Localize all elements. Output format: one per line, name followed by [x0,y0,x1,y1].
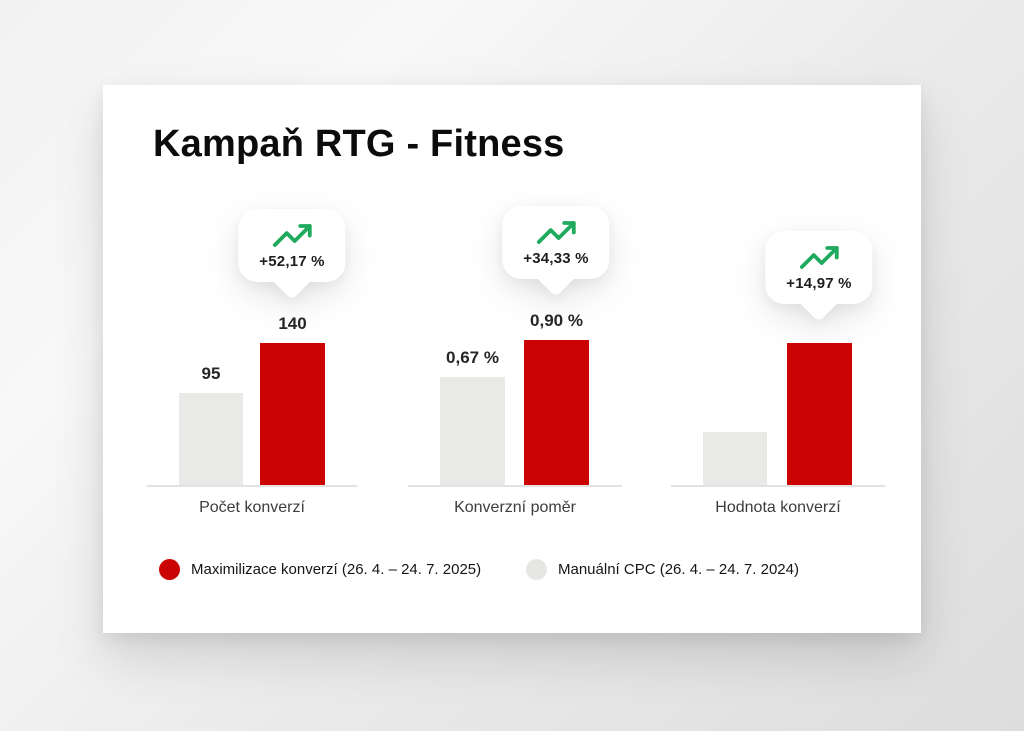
bar-maximalizace-pomer: 0,90 % [524,311,589,485]
bar-value-label: 0,90 % [530,311,583,330]
change-badge-pocet-konverzi: +52,17 % [238,209,346,301]
bar-value-label: 140 [278,314,307,333]
badge-value: +52,17 % [259,253,325,270]
bar-maximalizace-hodnota [787,343,852,485]
trending-up-icon [799,246,839,269]
bar-manual-cpc-pomer: 0,67 % [440,348,505,485]
category-label-hodnota-konverzi: Hodnota konverzí [715,499,841,516]
legend-label: Maximilizace konverzí (26. 4. – 24. 7. 2… [191,561,482,578]
trending-up-icon [272,224,312,247]
bar-value-label: 0,67 % [446,348,499,367]
legend-label: Manuální CPC (26. 4. – 24. 7. 2024) [558,561,799,578]
badge-body: +14,97 % [765,231,873,304]
badge-body: +52,17 % [238,209,346,282]
legend-dot-gray [526,559,547,580]
bar-manual-cpc-hodnota [703,432,767,485]
badge-value: +14,97 % [786,275,852,292]
baseline-pocet-konverzi [147,485,357,487]
baseline-konverzni-pomer [408,485,622,487]
report-card: Kampaň RTG - Fitness +52,17 % +34,33 % +… [103,85,921,633]
badge-body: +34,33 % [502,206,610,279]
category-label-pocet-konverzi: Počet konverzí [199,499,305,516]
change-badge-konverzni-pomer: +34,33 % [502,206,610,298]
category-label-konverzni-pomer: Konverzní poměr [454,499,576,516]
bar-manual-cpc-pocet: 95 [179,364,243,485]
bar-value-label: 95 [201,364,221,383]
page-title: Kampaň RTG - Fitness [153,123,565,165]
badge-value: +34,33 % [523,250,589,267]
legend-dot-red [159,559,180,580]
legend-item-maximalizace: Maximilizace konverzí (26. 4. – 24. 7. 2… [159,559,481,580]
baseline-hodnota-konverzi [671,485,885,487]
change-badge-hodnota-konverzi: +14,97 % [765,231,873,323]
bar-maximalizace-pocet: 140 [260,314,325,485]
trending-up-icon [536,221,576,244]
legend-item-manual-cpc: Manuální CPC (26. 4. – 24. 7. 2024) [526,559,799,580]
